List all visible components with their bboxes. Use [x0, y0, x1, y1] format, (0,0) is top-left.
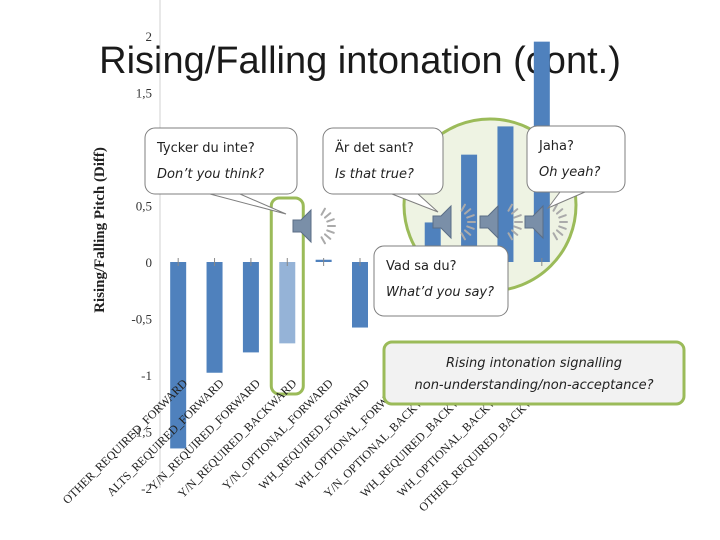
- y-tick-label: -1,5: [131, 425, 152, 440]
- speaker-wave: [326, 218, 335, 223]
- speaker-wave: [463, 208, 472, 215]
- speaker-wave: [507, 232, 513, 241]
- callout-line-2: Is that true?: [335, 167, 414, 182]
- speaker-wave: [460, 203, 466, 212]
- callout-bubble: [322, 127, 444, 195]
- speaker-wave: [466, 225, 475, 230]
- note-line-1: Rising intonation signalling: [446, 356, 622, 371]
- callout-line-2: Don’t you think?: [157, 167, 264, 182]
- callout-line-1: Jaha?: [538, 139, 574, 154]
- y-tick-label: -2: [141, 481, 152, 496]
- callout-line-1: Vad sa du?: [386, 259, 457, 274]
- bar: [461, 154, 478, 262]
- callout-bubble: [373, 245, 509, 317]
- speaker-icon: [479, 203, 523, 241]
- highlight-box: [269, 196, 305, 396]
- callout-line-2: What’d you say?: [386, 285, 494, 300]
- speaker-icon: [292, 207, 336, 245]
- callout-line-1: Tycker du inte?: [156, 141, 255, 156]
- speaker-body: [292, 208, 312, 244]
- callout-line-1: Är det sant?: [335, 140, 414, 156]
- speaker-wave: [507, 203, 513, 212]
- speaker-wave: [555, 208, 564, 215]
- speaker-body: [479, 204, 499, 240]
- bar: [279, 262, 296, 344]
- callout-bubble: [526, 125, 626, 193]
- speaker-wave: [510, 208, 519, 215]
- speaker-wave: [463, 229, 472, 236]
- speaker-wave: [552, 203, 558, 212]
- speaker-icon: [432, 203, 476, 241]
- bar: [497, 126, 514, 263]
- y-tick-label: 2: [146, 29, 153, 44]
- speaker-icon: [524, 203, 568, 241]
- y-tick-label: 0: [146, 255, 153, 270]
- speaker-wave: [323, 212, 332, 219]
- bar: [170, 262, 187, 449]
- bar: [242, 262, 259, 353]
- speaker-wave: [513, 225, 522, 230]
- bar: [206, 262, 223, 373]
- speaker-wave: [323, 233, 332, 240]
- note-box: [382, 340, 686, 406]
- speaker-wave: [320, 236, 326, 245]
- speaker-wave: [558, 214, 567, 219]
- callout-bubble: [144, 127, 298, 195]
- speaker-wave: [555, 229, 564, 236]
- speaker-wave: [320, 207, 326, 216]
- y-tick-label: 1,5: [136, 86, 152, 101]
- speaker-wave: [460, 232, 466, 241]
- y-tick-label: -1: [141, 368, 152, 383]
- callout-line-2: Oh yeah?: [539, 165, 601, 180]
- speaker-wave: [326, 229, 335, 234]
- y-tick-label: -0,5: [131, 312, 152, 327]
- y-axis-title: Rising/Falling Pitch (Diff): [92, 147, 108, 313]
- bar: [352, 262, 368, 328]
- speaker-wave: [552, 232, 558, 241]
- speaker-wave: [513, 214, 522, 219]
- callout-tail: [209, 193, 287, 215]
- speaker-wave: [510, 229, 519, 236]
- speaker-wave: [558, 225, 567, 230]
- speaker-body: [432, 204, 452, 240]
- note-line-2: non-understanding/non-acceptance?: [415, 378, 654, 393]
- speaker-body: [524, 204, 544, 240]
- y-tick-label: 0,5: [136, 199, 152, 214]
- speaker-wave: [466, 214, 475, 219]
